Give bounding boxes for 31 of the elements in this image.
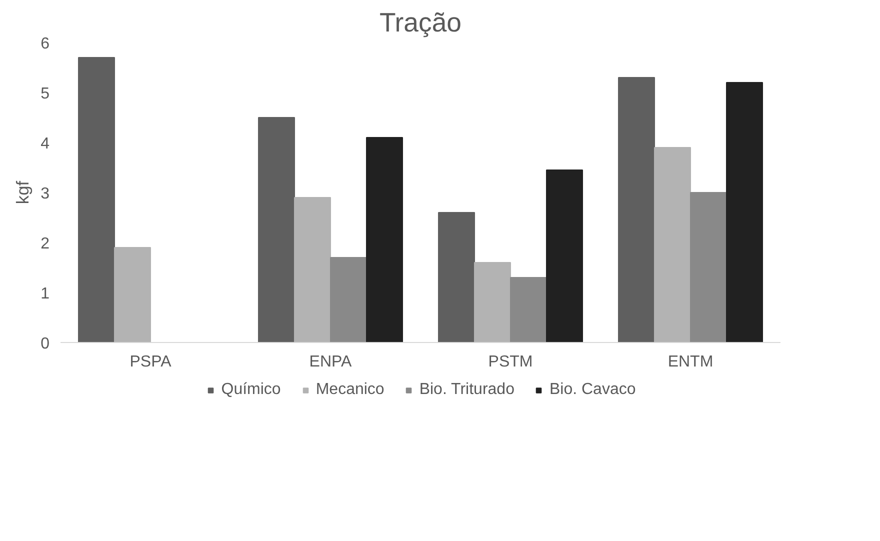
chart-title: Tração bbox=[380, 8, 462, 38]
y-axis-title: kgf bbox=[12, 180, 33, 204]
y-tick-label: 5 bbox=[40, 86, 50, 102]
bar bbox=[654, 147, 691, 342]
bar bbox=[510, 277, 547, 342]
bar bbox=[438, 212, 475, 342]
bar bbox=[474, 262, 511, 342]
y-tick-label: 1 bbox=[40, 286, 50, 302]
legend-label: Mecanico bbox=[316, 381, 384, 399]
bar bbox=[330, 257, 367, 342]
legend-label: Bio. Triturado bbox=[419, 381, 514, 399]
bar bbox=[258, 117, 295, 342]
bar bbox=[78, 57, 115, 342]
y-tick-label: 0 bbox=[40, 336, 50, 352]
bar bbox=[114, 247, 151, 342]
x-tick-label: PSPA bbox=[130, 354, 172, 370]
legend-label: Bio. Cavaco bbox=[549, 381, 636, 399]
y-tick-label: 2 bbox=[40, 236, 50, 252]
bar bbox=[618, 77, 655, 342]
x-tick-label: PSTM bbox=[488, 354, 533, 370]
bar bbox=[726, 82, 763, 342]
bar bbox=[546, 170, 583, 342]
x-tick-label: ENPA bbox=[309, 354, 352, 370]
bar bbox=[366, 137, 403, 342]
legend-label: Químico bbox=[221, 381, 281, 399]
y-tick-label: 3 bbox=[40, 186, 50, 202]
y-tick-label: 6 bbox=[40, 36, 50, 52]
x-tick-label: ENTM bbox=[668, 354, 714, 370]
bar bbox=[690, 192, 727, 342]
bar bbox=[294, 197, 331, 342]
y-tick-label: 4 bbox=[40, 136, 50, 152]
